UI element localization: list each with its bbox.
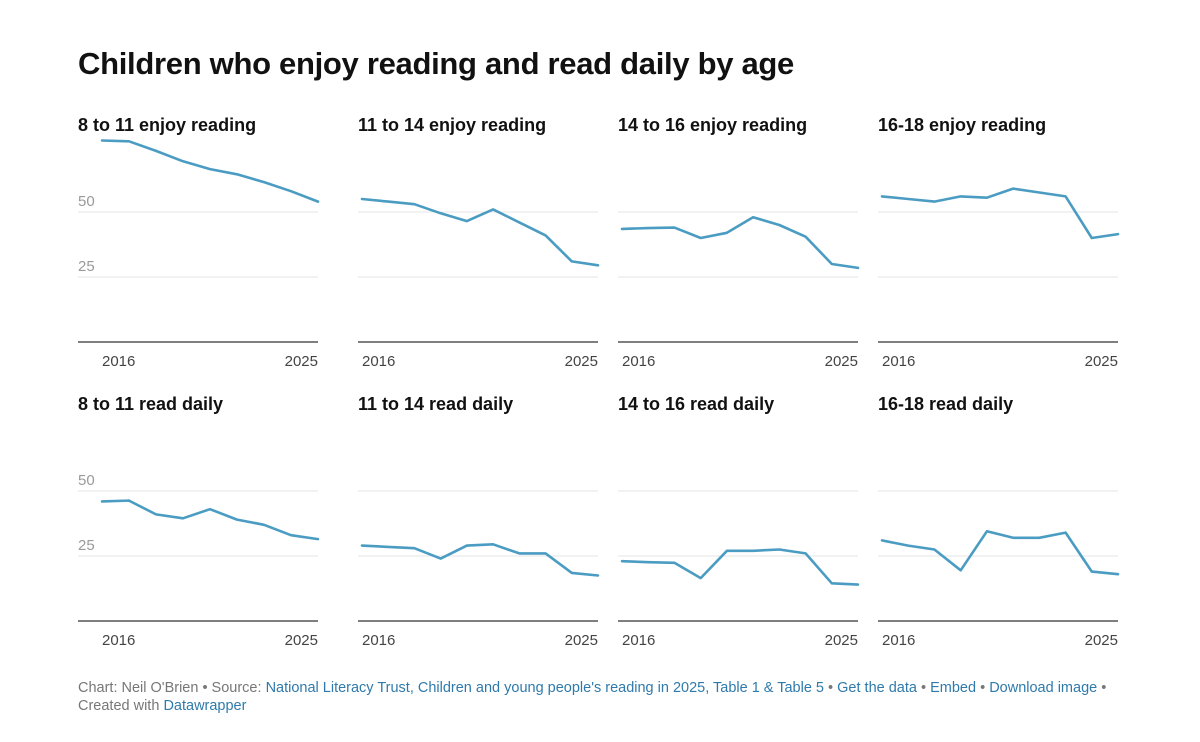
series-line: [360, 543, 600, 577]
chart-title: Children who enjoy reading and read dail…: [78, 46, 794, 81]
series-line: [880, 530, 1120, 576]
series-line: [100, 139, 320, 203]
panel-title: 16-18 read daily: [878, 394, 1013, 414]
x-tick-label-end: 2025: [1085, 632, 1118, 649]
panel-title: 11 to 14 enjoy reading: [358, 115, 546, 135]
x-tick-label-start: 2016: [362, 353, 395, 370]
x-tick-label-end: 2025: [285, 632, 318, 649]
datawrapper-link[interactable]: Datawrapper: [163, 698, 247, 714]
chart-footer: Chart: Neil O'Brien • Source: National L…: [78, 679, 1128, 715]
x-tick-label-start: 2016: [362, 632, 395, 649]
panel-title: 11 to 14 read daily: [358, 394, 513, 414]
footer-separator: •: [976, 680, 990, 696]
x-tick-label-end: 2025: [825, 353, 858, 370]
footer-separator: •: [916, 680, 931, 696]
download-image-link[interactable]: Download image: [989, 680, 1098, 696]
panel-title: 16-18 enjoy reading: [878, 115, 1046, 135]
x-tick-label-start: 2016: [102, 632, 135, 649]
x-tick-label-start: 2016: [102, 353, 135, 370]
series-line: [360, 197, 600, 267]
series-line: [100, 499, 320, 541]
panel-title: 8 to 11 enjoy reading: [78, 115, 256, 135]
embed-link[interactable]: Embed: [930, 680, 977, 696]
panel-title: 8 to 11 read daily: [78, 394, 223, 414]
x-tick-label-start: 2016: [882, 353, 915, 370]
footer-separator: •: [824, 680, 838, 696]
footer-created: • Created with: [78, 680, 1107, 714]
panel-title: 14 to 16 enjoy reading: [618, 115, 807, 135]
series-line: [620, 215, 860, 270]
x-tick-label-start: 2016: [622, 353, 655, 370]
x-tick-label-end: 2025: [285, 353, 318, 370]
y-tick-label: 50: [78, 472, 95, 489]
x-tick-label-end: 2025: [565, 632, 598, 649]
panel-title: 14 to 16 read daily: [618, 394, 774, 414]
y-tick-label: 25: [78, 537, 95, 554]
y-tick-label: 50: [78, 193, 95, 210]
source-link[interactable]: National Literacy Trust, Children and yo…: [265, 680, 824, 696]
get-data-link[interactable]: Get the data: [837, 680, 917, 696]
x-tick-label-start: 2016: [622, 632, 655, 649]
x-tick-label-end: 2025: [1085, 353, 1118, 370]
footer-credit: Chart: Neil O'Brien • Source:: [78, 680, 266, 696]
y-tick-label: 25: [78, 258, 95, 275]
series-line: [620, 548, 860, 586]
x-tick-label-end: 2025: [565, 353, 598, 370]
x-tick-label-start: 2016: [882, 632, 915, 649]
x-tick-label-end: 2025: [825, 632, 858, 649]
series-line: [880, 187, 1120, 240]
